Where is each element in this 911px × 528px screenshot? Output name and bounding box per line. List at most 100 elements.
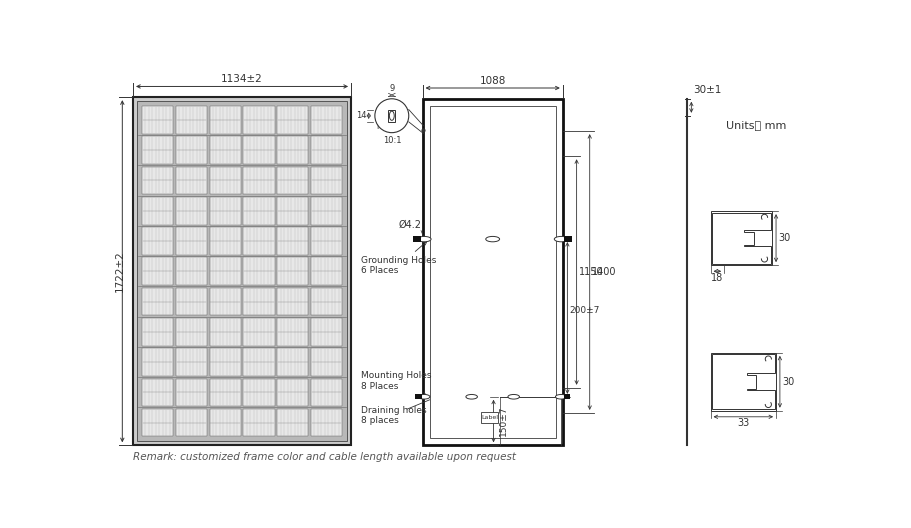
- Text: Grounding Holes
6 Places: Grounding Holes 6 Places: [361, 241, 436, 276]
- Bar: [311, 106, 343, 134]
- Bar: [142, 197, 173, 224]
- Bar: [243, 348, 274, 376]
- Bar: [133, 97, 351, 445]
- Bar: [243, 409, 274, 437]
- Bar: [210, 258, 241, 285]
- Bar: [142, 258, 173, 285]
- Bar: [176, 227, 207, 255]
- Bar: [142, 227, 173, 255]
- Text: 9: 9: [389, 83, 394, 92]
- Bar: [277, 379, 308, 406]
- Bar: [176, 136, 207, 164]
- Bar: [311, 379, 343, 406]
- Bar: [243, 379, 274, 406]
- Bar: [210, 197, 241, 224]
- Circle shape: [374, 99, 409, 133]
- Bar: [210, 348, 241, 376]
- Bar: [243, 106, 274, 134]
- Text: 30: 30: [783, 377, 794, 386]
- Bar: [311, 318, 343, 346]
- Bar: [142, 379, 173, 406]
- Bar: [277, 167, 308, 194]
- Text: R4.5: R4.5: [376, 122, 394, 131]
- Text: 1088: 1088: [479, 76, 506, 86]
- Bar: [176, 197, 207, 224]
- Ellipse shape: [418, 394, 430, 399]
- Bar: [210, 318, 241, 346]
- Bar: [711, 211, 773, 265]
- Text: 33: 33: [737, 418, 750, 428]
- Bar: [176, 318, 207, 346]
- Text: Draining holes
8 places: Draining holes 8 places: [361, 406, 426, 426]
- Bar: [311, 258, 343, 285]
- Ellipse shape: [556, 394, 567, 399]
- Bar: [430, 106, 556, 438]
- Bar: [482, 412, 498, 423]
- Bar: [415, 394, 422, 399]
- Bar: [142, 136, 173, 164]
- Bar: [277, 409, 308, 437]
- Bar: [142, 318, 173, 346]
- Bar: [277, 227, 308, 255]
- Bar: [210, 106, 241, 134]
- Polygon shape: [712, 213, 771, 263]
- Text: Label: Label: [481, 415, 498, 420]
- Bar: [176, 409, 207, 437]
- Text: 30±1: 30±1: [693, 85, 722, 95]
- Text: 150±7: 150±7: [499, 406, 508, 436]
- Bar: [277, 348, 308, 376]
- Bar: [210, 167, 241, 194]
- Bar: [414, 237, 421, 242]
- Bar: [243, 197, 274, 224]
- Bar: [277, 136, 308, 164]
- Bar: [210, 227, 241, 255]
- Bar: [311, 409, 343, 437]
- Ellipse shape: [389, 111, 394, 120]
- Text: 1134±2: 1134±2: [221, 74, 263, 84]
- Text: 10:1: 10:1: [384, 136, 402, 145]
- Bar: [243, 258, 274, 285]
- Ellipse shape: [508, 394, 519, 399]
- Bar: [311, 167, 343, 194]
- Bar: [176, 106, 207, 134]
- Bar: [243, 227, 274, 255]
- Ellipse shape: [417, 237, 431, 242]
- Bar: [137, 101, 347, 441]
- Text: 14: 14: [356, 111, 366, 120]
- Bar: [142, 167, 173, 194]
- Bar: [176, 167, 207, 194]
- Bar: [210, 136, 241, 164]
- Bar: [423, 99, 563, 445]
- Bar: [277, 197, 308, 224]
- Text: Remark: customized frame color and cable length available upon request: Remark: customized frame color and cable…: [133, 452, 517, 462]
- Bar: [311, 348, 343, 376]
- Bar: [277, 318, 308, 346]
- Bar: [277, 258, 308, 285]
- Bar: [277, 106, 308, 134]
- Bar: [243, 288, 274, 315]
- Bar: [210, 288, 241, 315]
- Text: 200±7: 200±7: [568, 306, 599, 315]
- Bar: [176, 288, 207, 315]
- Bar: [210, 409, 241, 437]
- Text: Mounting Holes
8 Places: Mounting Holes 8 Places: [361, 371, 432, 395]
- Text: 1722±2: 1722±2: [115, 250, 125, 292]
- Polygon shape: [712, 354, 774, 409]
- Bar: [388, 110, 395, 122]
- Bar: [243, 136, 274, 164]
- Bar: [311, 197, 343, 224]
- Bar: [277, 288, 308, 315]
- Ellipse shape: [554, 237, 568, 242]
- Bar: [176, 348, 207, 376]
- Bar: [311, 288, 343, 315]
- Bar: [311, 227, 343, 255]
- Bar: [243, 167, 274, 194]
- Bar: [142, 288, 173, 315]
- Text: 18: 18: [711, 273, 723, 283]
- Text: Ø4.2: Ø4.2: [398, 220, 421, 230]
- Bar: [311, 136, 343, 164]
- Text: 30: 30: [778, 233, 791, 243]
- Ellipse shape: [486, 237, 499, 242]
- Bar: [243, 318, 274, 346]
- Bar: [142, 348, 173, 376]
